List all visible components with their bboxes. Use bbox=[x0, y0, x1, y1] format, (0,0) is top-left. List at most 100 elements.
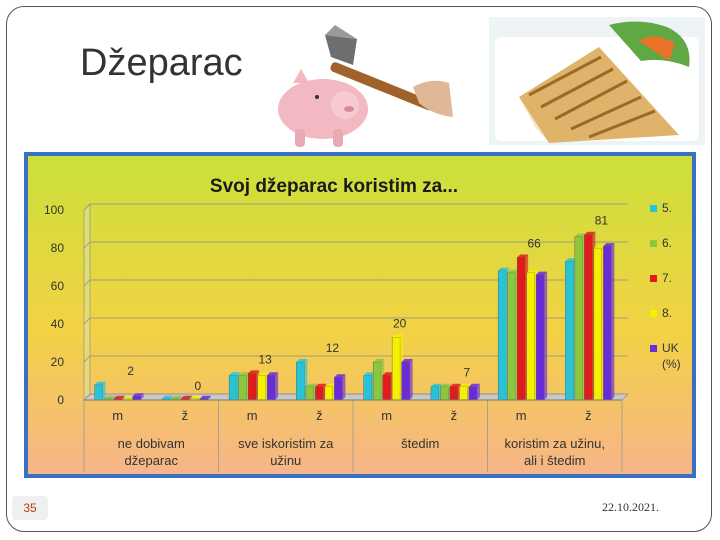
bar-5-cat6 bbox=[497, 270, 507, 401]
x-tick-label: m bbox=[247, 408, 258, 423]
gridline-depth bbox=[83, 355, 91, 363]
bar-top bbox=[132, 393, 144, 397]
data-label: 20 bbox=[393, 316, 407, 330]
bar-5-cat7 bbox=[565, 261, 574, 401]
bar-top bbox=[498, 267, 510, 271]
bar-top bbox=[459, 383, 471, 387]
legend-label: 5. bbox=[662, 201, 672, 215]
bar-5-cat5 bbox=[430, 386, 440, 401]
legend-label: 6. bbox=[662, 236, 672, 250]
bar-top bbox=[324, 383, 336, 387]
x-tick-label: ž bbox=[182, 408, 189, 423]
bar-5-cat2 bbox=[228, 375, 238, 401]
bar-top bbox=[593, 245, 605, 248]
bar-top bbox=[267, 372, 279, 376]
bar-6-cat6 bbox=[507, 272, 516, 401]
bar-side bbox=[198, 395, 202, 400]
y-tick-label: 100 bbox=[44, 203, 64, 217]
bar-top bbox=[373, 359, 385, 362]
legend-label: 8. bbox=[662, 306, 672, 320]
bar-5-cat3 bbox=[296, 361, 305, 401]
bar-uk-cat0 bbox=[132, 395, 141, 401]
bar-side bbox=[342, 374, 346, 400]
data-label: 7 bbox=[464, 366, 471, 380]
gridline-depth bbox=[83, 203, 91, 211]
bar-top bbox=[334, 374, 346, 378]
legend-swatch bbox=[650, 345, 657, 352]
bar-side bbox=[112, 395, 116, 400]
bar-7-cat4 bbox=[382, 375, 391, 401]
bar-8-cat2 bbox=[257, 375, 266, 401]
x-tick-label: ž bbox=[316, 408, 323, 423]
sandwich-image bbox=[489, 17, 705, 145]
slide-number: 35 bbox=[12, 496, 48, 520]
bar-top bbox=[536, 271, 548, 275]
bar-side bbox=[140, 393, 144, 400]
data-label: 2 bbox=[127, 364, 134, 378]
bar-top bbox=[123, 395, 135, 399]
bar-7-cat3 bbox=[315, 386, 324, 401]
bar-top bbox=[199, 395, 211, 399]
bar-uk-cat5 bbox=[468, 386, 478, 401]
x-tick-label: m bbox=[381, 408, 392, 423]
bar-side bbox=[188, 395, 192, 400]
x-tick-label: m bbox=[516, 408, 527, 423]
bar-top bbox=[257, 372, 269, 376]
data-label: 13 bbox=[258, 352, 272, 366]
bar-top bbox=[526, 269, 538, 273]
bar-top bbox=[229, 372, 241, 376]
slide-date: 22.10.2021. bbox=[602, 500, 659, 514]
group-label-line: užinu bbox=[270, 453, 301, 468]
chart-legend: 5. 6. 7. 8. UK (%) bbox=[650, 201, 681, 371]
y-tick-label: 20 bbox=[51, 355, 65, 369]
bar-top bbox=[584, 231, 596, 235]
bar-8-cat3 bbox=[324, 386, 334, 401]
bar-7-cat5 bbox=[449, 386, 459, 401]
bar-7-cat7 bbox=[584, 234, 593, 401]
y-tick-label: 80 bbox=[51, 241, 65, 255]
bar-uk-cat3 bbox=[334, 376, 343, 401]
bar-top bbox=[190, 395, 202, 399]
bar-top bbox=[565, 258, 577, 262]
legend-swatch bbox=[650, 240, 657, 247]
bar-chart: Svoj džeparac koristim za... 02040608010… bbox=[24, 152, 696, 478]
bar-top bbox=[171, 395, 183, 399]
legend-swatch bbox=[650, 275, 657, 282]
legend-label-line2: (%) bbox=[662, 357, 681, 371]
bar-top bbox=[238, 372, 250, 376]
x-tick-label: ž bbox=[451, 408, 458, 423]
bar-top bbox=[248, 370, 260, 374]
bar-uk-cat2 bbox=[266, 375, 276, 401]
bar-top bbox=[113, 395, 125, 399]
bar-top bbox=[440, 383, 452, 387]
bar-6-cat3 bbox=[305, 386, 315, 401]
bar-8-cat4 bbox=[391, 337, 401, 401]
x-tick-label: m bbox=[112, 408, 123, 423]
group-label-line: džeparac bbox=[125, 453, 179, 468]
data-label: 81 bbox=[595, 214, 609, 228]
y-tick-label: 40 bbox=[51, 317, 65, 331]
legend-swatch bbox=[650, 310, 657, 317]
group-label-line: sve iskoristim za bbox=[238, 436, 334, 451]
bar-top bbox=[94, 381, 106, 385]
slide-title: Džeparac bbox=[80, 42, 243, 84]
bar-6-cat5 bbox=[440, 386, 449, 401]
bar-uk-cat7 bbox=[603, 245, 612, 401]
legend-swatch bbox=[650, 205, 657, 212]
bar-6-cat7 bbox=[574, 236, 584, 401]
gridline-depth bbox=[83, 279, 91, 287]
bar-side bbox=[102, 381, 106, 400]
bar-top bbox=[180, 395, 192, 399]
bar-top bbox=[382, 372, 394, 376]
data-label: 66 bbox=[527, 237, 541, 251]
bar-8-cat7 bbox=[593, 247, 603, 401]
bar-top bbox=[401, 359, 413, 362]
bar-side bbox=[611, 243, 615, 400]
x-tick-label: ž bbox=[585, 408, 592, 423]
bar-uk-cat4 bbox=[401, 361, 410, 401]
bar-top bbox=[296, 359, 308, 362]
y-tick-label: 60 bbox=[51, 279, 65, 293]
bar-top bbox=[430, 383, 442, 387]
bar-8-cat6 bbox=[526, 272, 535, 401]
bar-side bbox=[207, 395, 211, 400]
